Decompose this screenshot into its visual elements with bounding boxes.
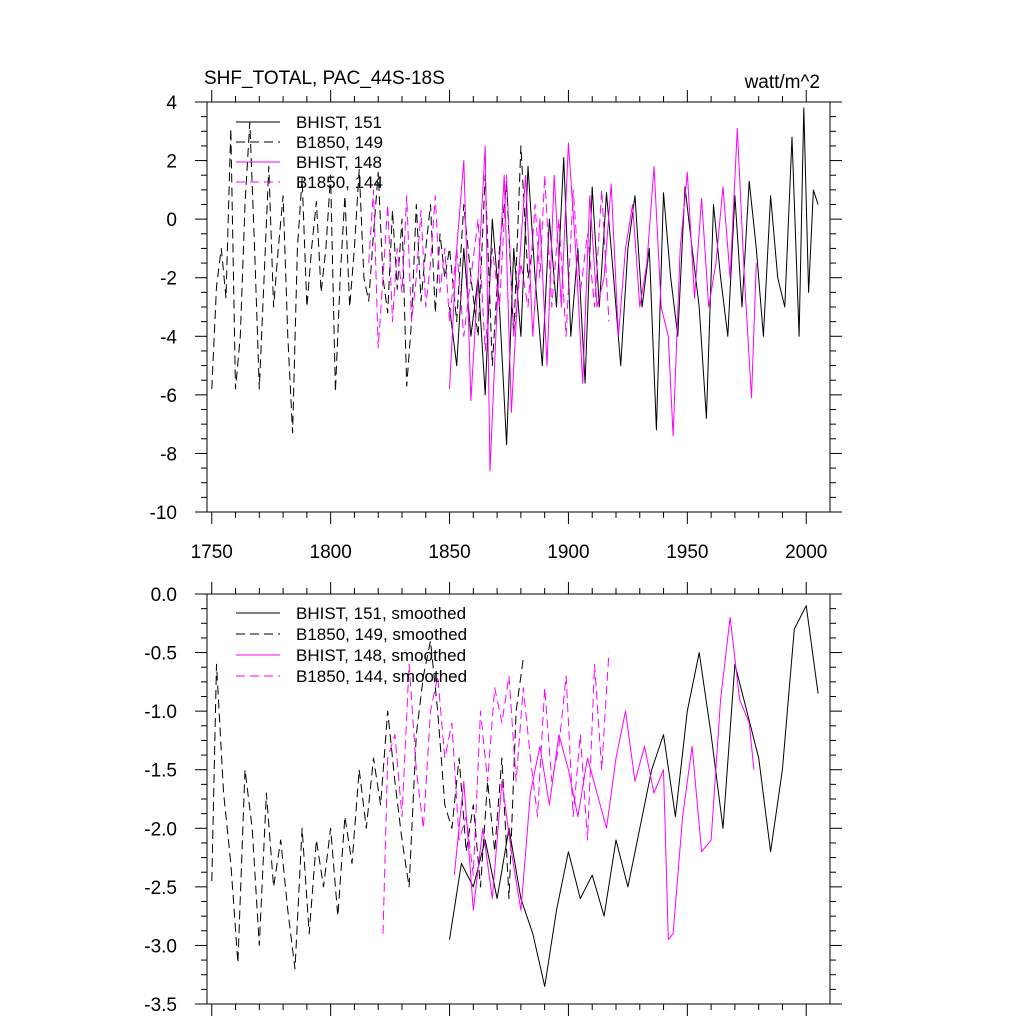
series-line [449,127,757,472]
y-tick-label: -8 [160,444,177,465]
top-y-axis: -10 -8 -6 -4 -2 0 2 4 [150,93,842,524]
legend-label: BHIST, 148, smoothed [296,646,466,665]
y-tick-label: 0.0 [151,585,177,606]
x-tick-label: 1750 [191,542,233,563]
legend-label: B1850, 149 [296,133,383,152]
top-panel: SHF_TOTAL, PAC_44S-18S watt/m^2 1750 1800… [150,68,842,563]
bottom-legend: BHIST, 151, smoothed B1850, 149, smoothed… [236,604,467,686]
bottom-panel: -3.5 -3.0 -2.5 -2.0 -1.5 -1.0 -0.5 0.0 BHIST, 1… [144,582,842,1016]
x-tick-label: 1850 [428,542,470,563]
y-tick-label: -0.5 [144,644,177,665]
x-tick-label: 1900 [547,542,589,563]
series-line [449,605,819,987]
chart-title: SHF_TOTAL, PAC_44S-18S [204,68,445,89]
legend-label: B1850, 149, smoothed [296,625,467,644]
y-tick-label: -1.5 [144,761,177,782]
series-line [449,107,819,446]
top-series-lines [211,107,819,472]
legend-label: BHIST, 151 [296,113,382,132]
top-x-axis: 1750 1800 1850 1900 1950 2000 [191,90,827,563]
y-tick-label: 0 [166,210,177,231]
y-tick-label: -2 [160,269,177,290]
series-line [368,174,610,352]
y-tick-label: 2 [166,152,177,173]
x-tick-label: 1800 [310,542,352,563]
units-label: watt/m^2 [744,72,820,93]
x-tick-label: 1950 [666,542,708,563]
series-line [382,652,610,934]
series-line [211,640,524,970]
y-tick-label: -1.0 [144,702,177,723]
series-line [211,122,534,434]
y-tick-label: -3.0 [144,936,177,957]
legend-label: B1850, 144, smoothed [296,667,467,686]
y-tick-label: 4 [166,93,177,114]
series-line [453,616,755,941]
y-tick-label: -3.5 [144,995,177,1016]
y-tick-label: -2.5 [144,878,177,899]
y-tick-label: -2.0 [144,819,177,840]
bottom-series-lines [211,605,819,987]
bottom-x-axis [211,582,807,1016]
legend-label: BHIST, 151, smoothed [296,604,466,623]
bottom-y-axis: -3.5 -3.0 -2.5 -2.0 -1.5 -1.0 -0.5 0.0 [144,585,842,1016]
y-tick-label: -4 [160,327,177,348]
y-tick-label: -10 [150,503,177,524]
legend-label: BHIST, 148 [296,153,382,172]
y-tick-label: -6 [160,386,177,407]
x-tick-label: 2000 [785,542,827,563]
legend-label: B1850, 144 [296,173,383,192]
